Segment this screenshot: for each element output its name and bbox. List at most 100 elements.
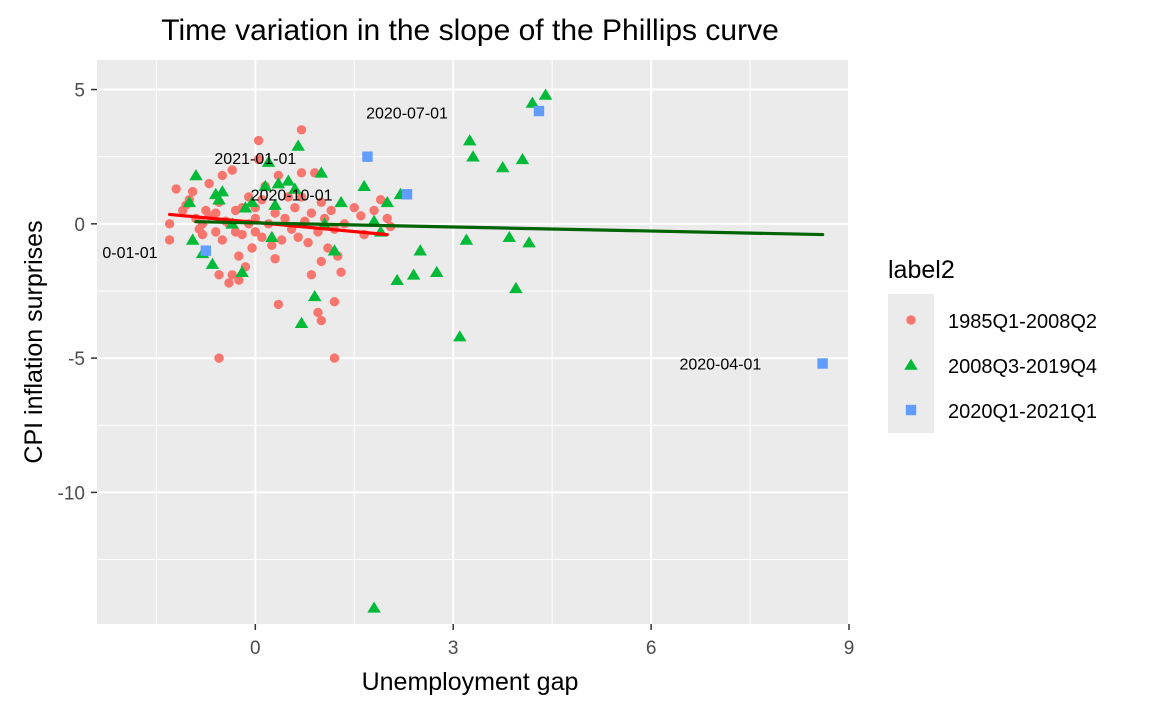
- y-tick-label: -5: [68, 349, 85, 370]
- legend-key-circle: [906, 315, 916, 325]
- legend: label2 1985Q1-2008Q2 2008Q3-2019Q4 2020Q1-…: [888, 256, 1097, 433]
- data-point: [357, 179, 371, 192]
- data-point: [164, 219, 175, 229]
- data-point: [224, 278, 234, 288]
- data-point: [197, 229, 208, 240]
- data-point: [367, 601, 381, 613]
- data-point: [327, 244, 342, 256]
- data-point: [459, 233, 474, 245]
- data-point: [293, 232, 303, 242]
- data-point: [235, 265, 249, 277]
- data-point: [334, 195, 348, 208]
- legend-label: 2008Q3-2019Q4: [948, 356, 1097, 378]
- data-point: [375, 194, 386, 205]
- data-point: [306, 208, 317, 218]
- data-point: [270, 208, 280, 218]
- data-point: [502, 230, 517, 243]
- data-point: [215, 185, 230, 197]
- y-axis-title: CPI inflation surprises: [20, 220, 48, 463]
- data-point: [211, 208, 221, 218]
- data-point: [214, 270, 224, 280]
- data-point: [326, 205, 336, 216]
- x-tick-label: 9: [844, 638, 855, 659]
- data-point: [495, 161, 510, 173]
- data-point: [257, 194, 267, 205]
- data-point: [234, 251, 244, 261]
- data-point: [204, 178, 214, 189]
- data-point: [429, 265, 444, 277]
- series-triangle-points: [182, 88, 553, 613]
- data-point: [369, 205, 379, 216]
- data-point: [291, 139, 305, 151]
- chart-title: Time variation in the slope of the Phill…: [161, 14, 779, 47]
- data-point: [238, 201, 253, 213]
- data-point: [509, 281, 523, 294]
- regression-line: [194, 220, 825, 237]
- data-point: [200, 245, 212, 256]
- axes: 0 3 6 9 5 0 -5 -10: [58, 81, 855, 659]
- data-point: [257, 232, 267, 242]
- data-point: [227, 165, 237, 175]
- data-point: [171, 184, 181, 194]
- y-tick-label: -10: [58, 483, 85, 504]
- data-point: [306, 270, 317, 280]
- data-point: [316, 256, 326, 267]
- data-point: [288, 182, 302, 194]
- data-point: [164, 235, 175, 245]
- y-tick-label: 0: [74, 215, 85, 236]
- data-point: [265, 230, 279, 243]
- data-point: [296, 125, 307, 135]
- data-point: [349, 203, 359, 213]
- data-point: [237, 229, 247, 240]
- data-point: [189, 169, 203, 181]
- data-point: [277, 235, 287, 245]
- data-point: [313, 307, 323, 318]
- data-point: [533, 105, 545, 117]
- data-point: [270, 254, 280, 264]
- data-point: [187, 186, 198, 197]
- series-square-points: [200, 105, 828, 369]
- data-point: [817, 358, 828, 369]
- point-annotation: 2020-07-01: [366, 105, 448, 122]
- data-point: [525, 96, 540, 108]
- data-point: [185, 233, 200, 245]
- data-point: [273, 299, 284, 310]
- data-point: [336, 267, 346, 277]
- data-point: [303, 237, 313, 248]
- data-point: [401, 189, 413, 200]
- data-point: [453, 330, 467, 342]
- data-point: [522, 236, 536, 248]
- data-points: [164, 88, 828, 613]
- data-point: [253, 154, 264, 165]
- point-annotation: 2021-01-01: [214, 151, 296, 168]
- point-annotation: 0-01-01: [102, 245, 157, 262]
- data-point: [294, 316, 309, 328]
- data-point: [281, 174, 296, 186]
- data-point: [382, 213, 392, 224]
- data-point: [273, 170, 284, 181]
- x-axis-title: Unemployment gap: [362, 668, 579, 696]
- data-point: [413, 244, 427, 256]
- data-point: [515, 152, 530, 165]
- data-point: [314, 166, 329, 178]
- x-tick-label: 0: [250, 638, 261, 659]
- legend-title: label2: [888, 256, 955, 284]
- data-point: [280, 213, 290, 224]
- data-point: [247, 243, 257, 253]
- point-annotation: 2020-04-01: [679, 356, 761, 373]
- data-point: [462, 134, 477, 146]
- fit-lines: [167, 212, 825, 237]
- point-annotation: 2020-10-01: [251, 187, 333, 204]
- data-point: [362, 151, 373, 162]
- data-point: [234, 275, 244, 285]
- data-point: [290, 203, 300, 213]
- data-point: [253, 135, 264, 146]
- data-point: [296, 168, 307, 178]
- legend-key-triangle: [904, 358, 918, 370]
- data-point: [406, 268, 421, 280]
- data-point: [211, 227, 221, 237]
- data-point: [214, 353, 224, 363]
- data-point: [380, 195, 394, 208]
- data-point: [466, 150, 480, 162]
